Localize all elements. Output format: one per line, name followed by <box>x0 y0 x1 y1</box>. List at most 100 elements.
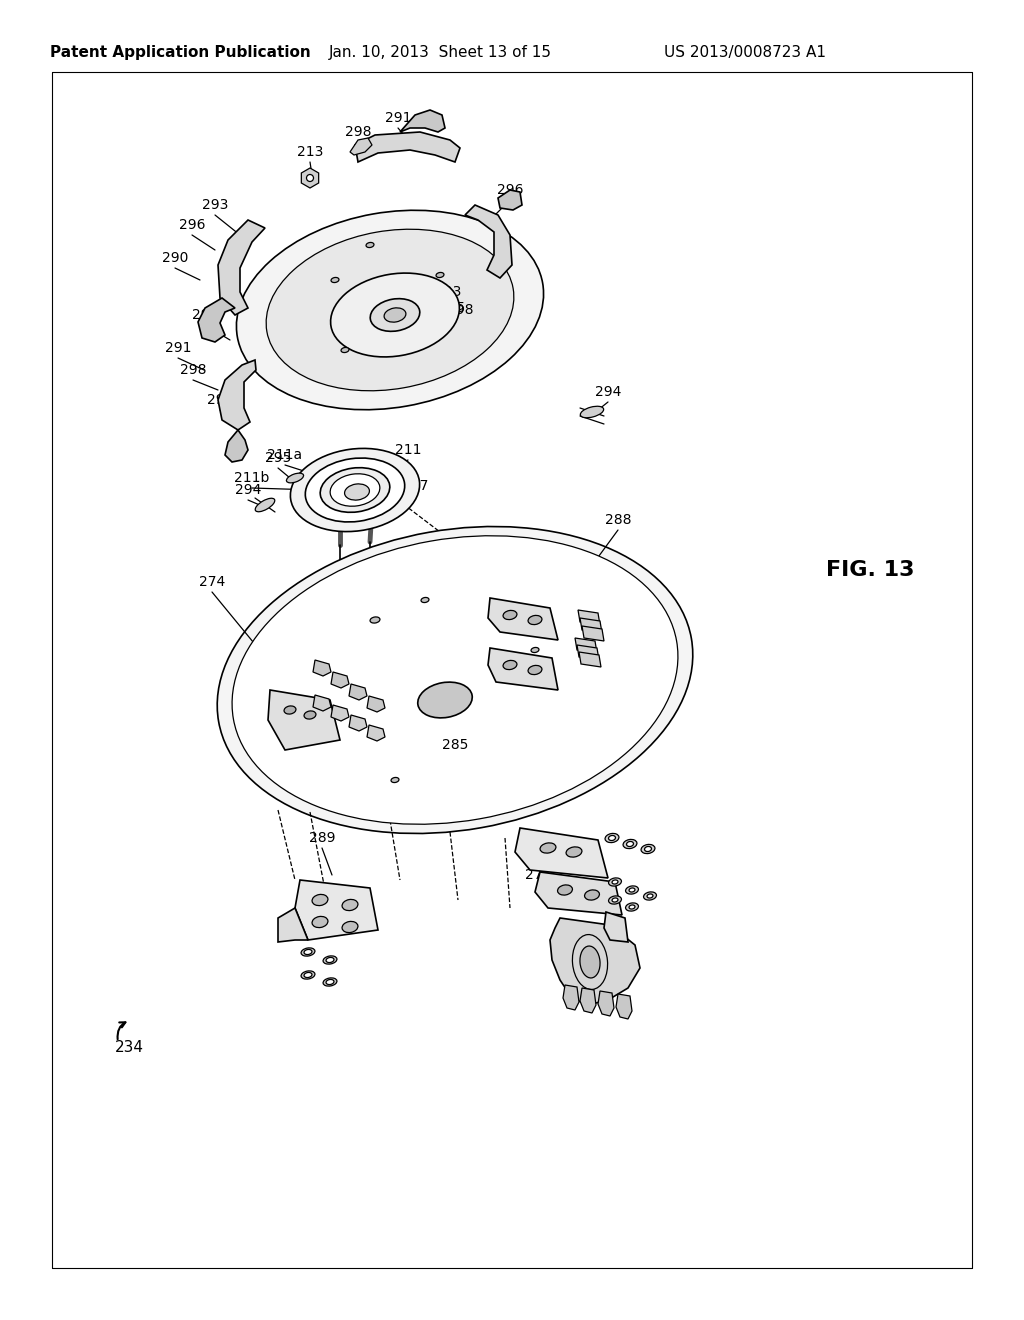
Polygon shape <box>488 598 558 640</box>
Text: Patent Application Publication: Patent Application Publication <box>49 45 310 59</box>
Polygon shape <box>268 690 340 750</box>
Ellipse shape <box>301 948 315 956</box>
Ellipse shape <box>629 906 635 909</box>
Text: FIG. 13: FIG. 13 <box>825 560 914 579</box>
Ellipse shape <box>312 895 328 906</box>
Text: 274: 274 <box>199 576 225 589</box>
Ellipse shape <box>623 840 637 849</box>
Polygon shape <box>313 660 331 676</box>
Ellipse shape <box>232 536 678 824</box>
Text: 211a: 211a <box>267 447 302 462</box>
Polygon shape <box>535 873 622 915</box>
Polygon shape <box>218 360 256 430</box>
Text: US 2013/0008723 A1: US 2013/0008723 A1 <box>664 45 826 59</box>
Ellipse shape <box>304 949 312 954</box>
Polygon shape <box>218 220 265 315</box>
Polygon shape <box>598 991 614 1016</box>
Polygon shape <box>465 205 512 279</box>
Polygon shape <box>498 190 522 210</box>
Polygon shape <box>580 618 602 634</box>
Ellipse shape <box>627 841 634 846</box>
Text: 288: 288 <box>605 513 631 527</box>
Ellipse shape <box>531 647 539 652</box>
Polygon shape <box>579 652 601 667</box>
Polygon shape <box>350 139 372 154</box>
Text: 298: 298 <box>180 363 206 378</box>
Text: 294: 294 <box>595 385 622 399</box>
Text: 211b: 211b <box>234 471 269 484</box>
Text: 211: 211 <box>394 444 421 457</box>
Text: 291: 291 <box>165 341 191 355</box>
Ellipse shape <box>366 243 374 248</box>
Text: 275: 275 <box>525 869 551 882</box>
Polygon shape <box>331 672 349 688</box>
Polygon shape <box>349 684 367 700</box>
Ellipse shape <box>643 892 656 900</box>
Text: 298: 298 <box>446 304 473 317</box>
Polygon shape <box>400 110 445 132</box>
Ellipse shape <box>342 899 358 911</box>
Ellipse shape <box>312 916 328 928</box>
Ellipse shape <box>612 898 617 902</box>
Polygon shape <box>582 626 604 642</box>
Ellipse shape <box>306 174 313 181</box>
Ellipse shape <box>301 972 315 979</box>
Ellipse shape <box>581 407 604 417</box>
Ellipse shape <box>331 273 460 356</box>
Ellipse shape <box>305 458 404 521</box>
Ellipse shape <box>291 449 420 532</box>
Text: 294: 294 <box>234 483 261 498</box>
Polygon shape <box>331 705 349 721</box>
Ellipse shape <box>323 978 337 986</box>
Polygon shape <box>575 638 597 653</box>
Ellipse shape <box>304 973 312 978</box>
Polygon shape <box>604 912 628 942</box>
Polygon shape <box>355 132 460 162</box>
Ellipse shape <box>647 894 653 898</box>
Text: 296: 296 <box>497 183 523 197</box>
Polygon shape <box>563 985 579 1010</box>
Ellipse shape <box>626 903 638 911</box>
Ellipse shape <box>344 484 370 500</box>
Polygon shape <box>616 994 632 1019</box>
Text: 295: 295 <box>265 451 291 465</box>
Text: 291: 291 <box>385 111 412 125</box>
Ellipse shape <box>284 706 296 714</box>
Polygon shape <box>313 696 331 711</box>
Ellipse shape <box>341 347 349 352</box>
Text: 296: 296 <box>179 218 205 232</box>
Polygon shape <box>349 715 367 731</box>
Ellipse shape <box>503 660 517 669</box>
Ellipse shape <box>326 957 334 962</box>
Text: 289: 289 <box>309 832 335 845</box>
Polygon shape <box>580 987 596 1012</box>
Polygon shape <box>578 610 600 624</box>
Polygon shape <box>301 168 318 187</box>
Ellipse shape <box>585 890 599 900</box>
Ellipse shape <box>321 467 390 512</box>
Ellipse shape <box>391 777 399 783</box>
Text: 234: 234 <box>115 1040 144 1056</box>
Ellipse shape <box>304 711 316 719</box>
Ellipse shape <box>266 230 514 391</box>
Text: 293: 293 <box>202 198 228 213</box>
Ellipse shape <box>326 979 334 985</box>
Ellipse shape <box>237 210 544 409</box>
Polygon shape <box>295 880 378 940</box>
Text: 293: 293 <box>435 285 461 300</box>
Polygon shape <box>577 645 599 660</box>
Ellipse shape <box>287 473 303 483</box>
Polygon shape <box>515 828 608 878</box>
Ellipse shape <box>566 847 582 857</box>
Ellipse shape <box>540 843 556 853</box>
Ellipse shape <box>608 836 615 841</box>
Ellipse shape <box>436 272 444 277</box>
Text: 213: 213 <box>297 145 324 158</box>
Ellipse shape <box>330 474 380 507</box>
Ellipse shape <box>608 878 622 886</box>
Text: 293: 293 <box>207 393 233 407</box>
Text: 290: 290 <box>162 251 188 265</box>
Ellipse shape <box>580 946 600 978</box>
Text: 293: 293 <box>191 308 218 322</box>
Ellipse shape <box>342 921 358 933</box>
